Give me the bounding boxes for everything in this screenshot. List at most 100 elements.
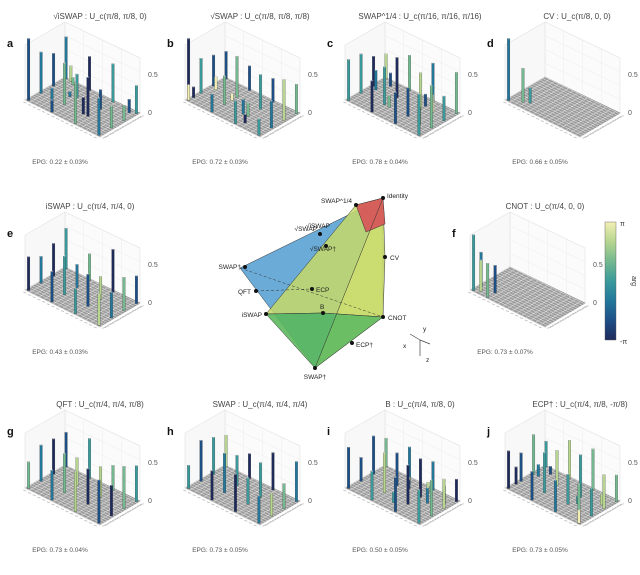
y-tick-label bbox=[267, 134, 272, 136]
bar bbox=[88, 253, 91, 281]
bar-top bbox=[359, 456, 363, 459]
bar-top bbox=[419, 71, 422, 74]
y-tick-label bbox=[269, 520, 274, 523]
y-tick-label bbox=[279, 126, 284, 129]
y-tick-label bbox=[127, 122, 132, 125]
bar-top bbox=[97, 97, 101, 99]
floor-gridline bbox=[57, 271, 133, 309]
y-tick-label bbox=[139, 115, 144, 118]
floor-gridline bbox=[76, 102, 117, 126]
wall-gridline bbox=[64, 239, 141, 276]
x-tick-label bbox=[524, 319, 528, 322]
x-tick-label bbox=[41, 499, 46, 501]
tetra-vertex bbox=[254, 289, 258, 293]
y-tick-label bbox=[617, 504, 622, 507]
y-tick-label bbox=[602, 513, 607, 516]
y-tick-label bbox=[127, 510, 132, 513]
x-tick-label bbox=[79, 517, 83, 520]
wall-gridline bbox=[224, 437, 301, 474]
y-tick-label bbox=[569, 313, 574, 316]
floor-gridline bbox=[241, 104, 282, 128]
y-tick-label bbox=[617, 116, 622, 119]
x-tick-label bbox=[347, 104, 352, 106]
floor-gridline bbox=[565, 494, 607, 519]
bar bbox=[383, 66, 386, 105]
bar bbox=[543, 452, 546, 493]
bar bbox=[74, 83, 77, 124]
bar bbox=[579, 454, 582, 498]
bar bbox=[442, 95, 446, 121]
bar-top bbox=[135, 84, 138, 87]
y-tick-label bbox=[137, 306, 142, 309]
bar-top bbox=[431, 460, 435, 463]
y-tick-label bbox=[274, 129, 279, 132]
bar-top bbox=[246, 101, 250, 104]
bar bbox=[246, 477, 250, 505]
bar-top bbox=[97, 478, 101, 481]
x-tick-label bbox=[51, 503, 55, 506]
y-tick-label bbox=[442, 513, 447, 516]
tetra-vertex bbox=[243, 265, 247, 269]
bar-top bbox=[455, 478, 458, 480]
bar-top bbox=[71, 76, 75, 79]
y-tick-label bbox=[119, 126, 124, 129]
y-tick-label bbox=[427, 134, 432, 136]
axis-letter: y bbox=[423, 326, 427, 333]
y-tick-label bbox=[129, 509, 134, 511]
bar-top bbox=[223, 74, 226, 77]
bar-top bbox=[224, 434, 228, 436]
x-tick-label bbox=[37, 108, 41, 111]
bar-top bbox=[419, 457, 422, 460]
bar bbox=[235, 454, 239, 486]
x-tick-label bbox=[404, 519, 408, 522]
y-tick-label bbox=[457, 116, 462, 119]
bar-top bbox=[514, 465, 518, 468]
y-tick-label bbox=[429, 132, 434, 135]
bar-top bbox=[52, 437, 55, 440]
bar-top bbox=[455, 71, 458, 74]
floor-gridline bbox=[81, 104, 122, 128]
y-tick-label bbox=[292, 119, 297, 122]
bar bbox=[359, 457, 363, 482]
x-tick-label bbox=[536, 505, 540, 508]
tetra-edge-hidden bbox=[239, 267, 384, 318]
x-tick-label bbox=[352, 106, 356, 109]
y-tick-label bbox=[112, 321, 117, 323]
floor-gridline bbox=[85, 106, 127, 131]
bar-top bbox=[110, 291, 113, 294]
floor-gridline bbox=[95, 499, 136, 523]
floor-gridline bbox=[561, 104, 602, 128]
chart-panel-f: f CNOT : U_c(π/4, 0, 0) 0.5 0 EPG: 0.73 ± 0.… bbox=[452, 202, 603, 356]
floor-gridline bbox=[540, 301, 581, 325]
wall-gridline bbox=[224, 49, 301, 86]
bar bbox=[555, 450, 559, 486]
y-tick-label bbox=[547, 326, 552, 329]
y-tick-label bbox=[429, 520, 434, 523]
bar-top bbox=[122, 276, 126, 279]
tetra-label: √SWAP† bbox=[310, 245, 336, 253]
x-tick-label bbox=[540, 120, 544, 123]
x-tick-label bbox=[357, 496, 361, 499]
bar bbox=[282, 79, 286, 121]
floor-gridline bbox=[575, 111, 616, 135]
y-tick-label bbox=[454, 118, 459, 120]
bar-top bbox=[579, 453, 582, 456]
x-tick-label bbox=[394, 515, 399, 517]
x-tick-label bbox=[515, 314, 519, 317]
bar-top bbox=[519, 451, 523, 454]
x-tick-label bbox=[88, 522, 93, 524]
x-tick-label bbox=[477, 296, 481, 299]
x-tick-label bbox=[88, 324, 93, 326]
tetra-label: √iSWAP bbox=[306, 222, 330, 230]
bar-top bbox=[224, 50, 228, 53]
bar bbox=[530, 471, 534, 501]
bar-top bbox=[214, 75, 218, 78]
bar-top bbox=[370, 470, 374, 472]
bar-top bbox=[521, 67, 525, 69]
bar-top bbox=[63, 452, 66, 455]
y-tick-label bbox=[602, 125, 607, 128]
x-tick-label bbox=[27, 294, 32, 296]
y-tick-label bbox=[437, 516, 442, 519]
bar bbox=[347, 59, 351, 101]
bar-top bbox=[27, 460, 30, 463]
